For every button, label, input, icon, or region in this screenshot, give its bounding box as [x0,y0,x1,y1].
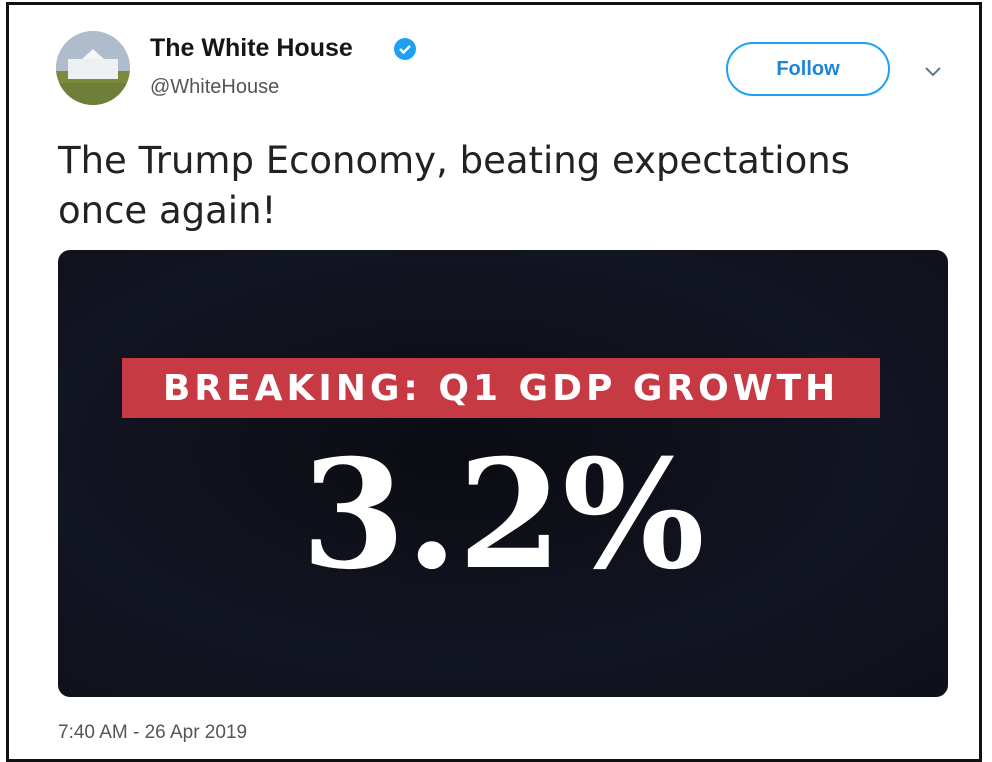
image-headline: 3.2% [301,427,705,603]
follow-button[interactable]: Follow [726,42,890,96]
tweet-image[interactable]: BREAKING: Q1 GDP GROWTH 3.2% [58,250,948,697]
avatar-image [56,31,130,105]
image-banner: BREAKING: Q1 GDP GROWTH [122,358,880,418]
verified-badge [394,38,416,60]
avatar[interactable] [56,31,130,105]
tweet-text: The Trump Economy, beating expectations [58,139,850,182]
author-name[interactable]: The White House [150,34,353,62]
timestamp[interactable]: 7:40 AM - 26 Apr 2019 [58,722,248,743]
author-handle[interactable]: @WhiteHouse [150,76,280,98]
more-menu[interactable] [922,62,944,82]
tweet-text: once again! [58,189,277,232]
